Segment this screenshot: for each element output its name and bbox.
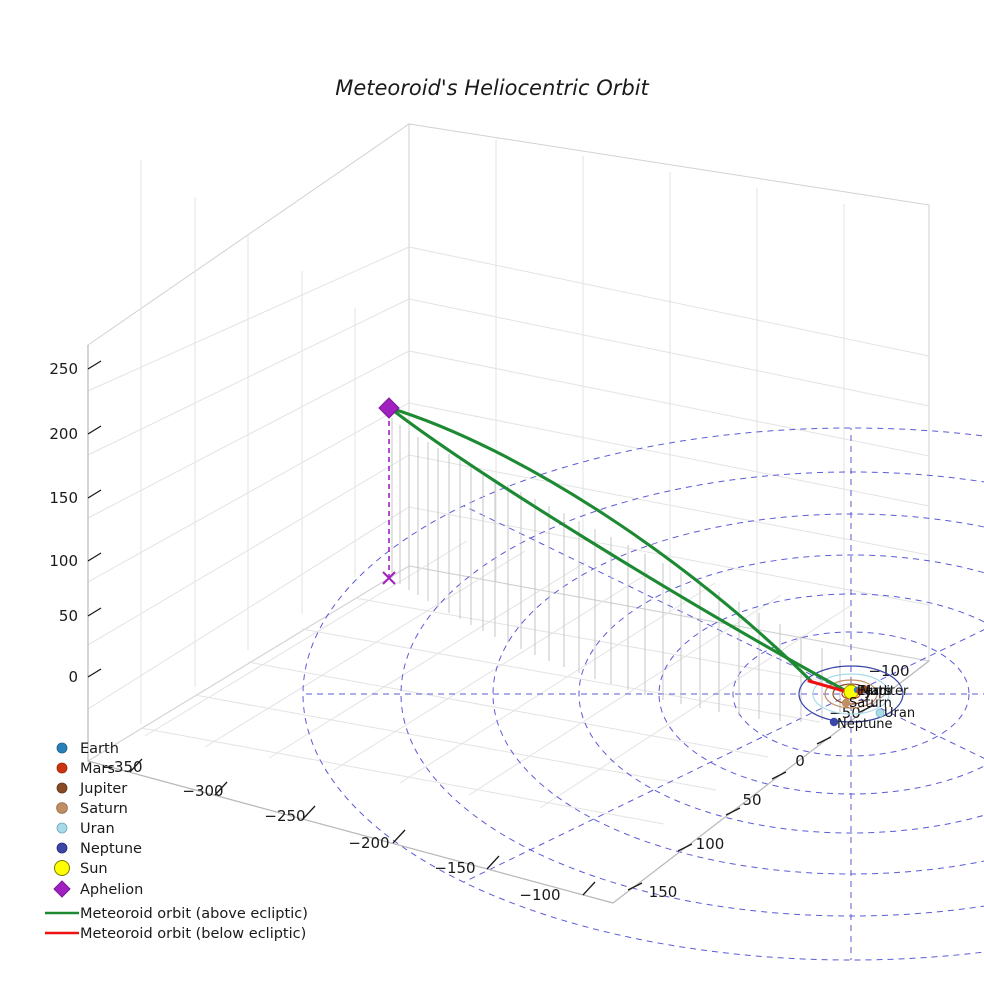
legend: Earth Mars Jupiter Saturn Uran Neptune S… bbox=[45, 741, 308, 942]
legend-label-orbit-above: Meteoroid orbit (above ecliptic) bbox=[80, 906, 308, 922]
legend-marker-earth bbox=[56, 742, 68, 754]
x-tick-m100: −100 bbox=[519, 886, 560, 904]
plot-label-uran: Uran bbox=[884, 706, 915, 721]
legend-marker-uran bbox=[56, 822, 68, 834]
aphelion-group bbox=[378, 397, 400, 585]
plot-label-saturn: Saturn bbox=[849, 696, 892, 711]
x-axis-ticks: −350 −300 −250 −200 −150 −100 bbox=[101, 758, 596, 904]
plot-label-mars: Mars bbox=[860, 684, 892, 699]
z-tick-0: 0 bbox=[68, 668, 78, 686]
marker-jupiter bbox=[860, 685, 868, 693]
marker-saturn bbox=[841, 698, 851, 708]
z-tick-200: 200 bbox=[49, 425, 78, 443]
back-wall-left bbox=[87, 123, 410, 762]
y-tick-50: 50 bbox=[742, 791, 761, 809]
legend-marker-jupiter bbox=[56, 782, 68, 794]
legend-label-sun: Sun bbox=[80, 861, 108, 877]
floor-pane bbox=[86, 540, 931, 904]
plot-label-jupiter: Jupiter bbox=[865, 684, 909, 699]
marker-uran bbox=[875, 708, 885, 718]
planet-markers: Mars Earth Jupiter Saturn Uran Neptune bbox=[829, 684, 915, 732]
legend-label-saturn: Saturn bbox=[80, 801, 128, 817]
x-tick-m150: −150 bbox=[434, 859, 475, 877]
x-tick-m200: −200 bbox=[348, 834, 389, 852]
y-tick-m100: −100 bbox=[868, 662, 909, 680]
z-axis-ticks: 0 50 100 150 200 250 bbox=[49, 360, 102, 686]
z-tick-250: 250 bbox=[49, 360, 78, 378]
legend-label-orbit-below: Meteoroid orbit (below ecliptic) bbox=[80, 926, 306, 942]
legend-label-aphelion: Aphelion bbox=[80, 882, 143, 898]
axes: 0 50 100 150 200 250 −350 −300 −250 −200… bbox=[49, 345, 930, 904]
z-tick-50: 50 bbox=[59, 607, 78, 625]
plot-label-earth: Earth bbox=[857, 684, 892, 699]
x-tick-m300: −300 bbox=[182, 782, 223, 800]
marker-neptune bbox=[829, 717, 839, 727]
legend-label-mars: Mars bbox=[80, 761, 115, 777]
back-wall-right bbox=[408, 123, 930, 662]
z-tick-100: 100 bbox=[49, 552, 78, 570]
aphelion-marker bbox=[378, 397, 400, 419]
y-tick-100: 100 bbox=[696, 835, 725, 853]
legend-label-earth: Earth bbox=[80, 741, 119, 757]
legend-marker-mars bbox=[56, 762, 68, 774]
legend-marker-neptune bbox=[56, 842, 68, 854]
y-tick-150: 150 bbox=[649, 883, 678, 901]
orbit-drop-lines bbox=[391, 418, 841, 722]
y-axis-ticks: −100 −50 0 50 100 150 bbox=[627, 662, 910, 901]
plot-label-neptune: Neptune bbox=[837, 717, 893, 732]
legend-label-neptune: Neptune bbox=[80, 841, 142, 857]
legend-marker-aphelion bbox=[53, 880, 71, 898]
page-title: Meteoroid's Heliocentric Orbit bbox=[335, 76, 649, 100]
legend-label-jupiter: Jupiter bbox=[79, 781, 127, 797]
aphelion-projection-x bbox=[382, 571, 396, 585]
y-tick-0: 0 bbox=[795, 752, 805, 770]
legend-marker-sun bbox=[54, 860, 70, 876]
z-tick-150: 150 bbox=[49, 489, 78, 507]
orbit-above-ecliptic-lower bbox=[388, 406, 850, 694]
x-tick-m350: −350 bbox=[101, 758, 142, 776]
legend-marker-saturn bbox=[56, 802, 68, 814]
x-tick-m250: −250 bbox=[264, 807, 305, 825]
orbit-above-ecliptic-upper bbox=[388, 406, 814, 684]
planet-orbits bbox=[798, 665, 904, 723]
legend-label-uran: Uran bbox=[80, 821, 115, 837]
